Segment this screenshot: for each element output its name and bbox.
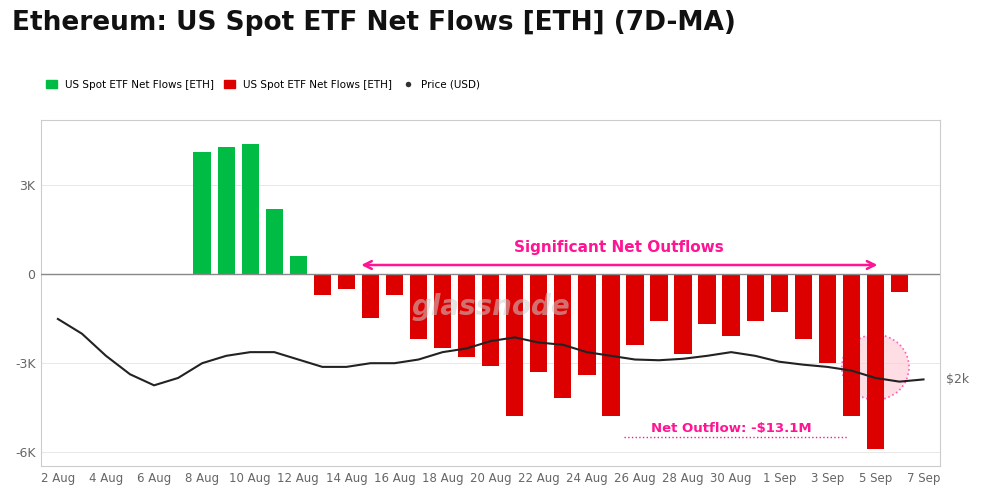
Text: Ethereum: US Spot ETF Net Flows [ETH] (7D-MA): Ethereum: US Spot ETF Net Flows [ETH] (7…: [12, 10, 736, 36]
Text: glassnode: glassnode: [411, 293, 570, 321]
Bar: [819, 274, 836, 363]
Bar: [434, 274, 452, 348]
Bar: [795, 274, 812, 339]
Bar: [867, 274, 884, 448]
Bar: [362, 274, 379, 318]
Bar: [554, 274, 572, 398]
Bar: [770, 274, 788, 312]
Bar: [242, 144, 259, 274]
Bar: [217, 146, 235, 274]
Bar: [626, 274, 644, 345]
Bar: [266, 208, 283, 274]
Bar: [650, 274, 668, 322]
Bar: [482, 274, 499, 366]
Legend: US Spot ETF Net Flows [ETH], US Spot ETF Net Flows [ETH], Price (USD): US Spot ETF Net Flows [ETH], US Spot ETF…: [46, 80, 480, 90]
Bar: [891, 274, 908, 291]
Bar: [386, 274, 403, 294]
Bar: [747, 274, 764, 322]
Bar: [602, 274, 620, 416]
Bar: [506, 274, 523, 416]
Bar: [699, 274, 715, 324]
Bar: [289, 256, 307, 274]
Bar: [338, 274, 355, 288]
Bar: [410, 274, 427, 339]
Bar: [842, 274, 860, 416]
Text: Significant Net Outflows: Significant Net Outflows: [515, 240, 724, 254]
Bar: [314, 274, 331, 294]
Bar: [194, 152, 211, 274]
Ellipse shape: [841, 334, 909, 400]
Bar: [674, 274, 692, 354]
Bar: [458, 274, 475, 357]
Bar: [530, 274, 547, 372]
Text: Net Outflow: -$13.1M: Net Outflow: -$13.1M: [650, 422, 812, 436]
Bar: [579, 274, 595, 374]
Bar: [722, 274, 740, 336]
